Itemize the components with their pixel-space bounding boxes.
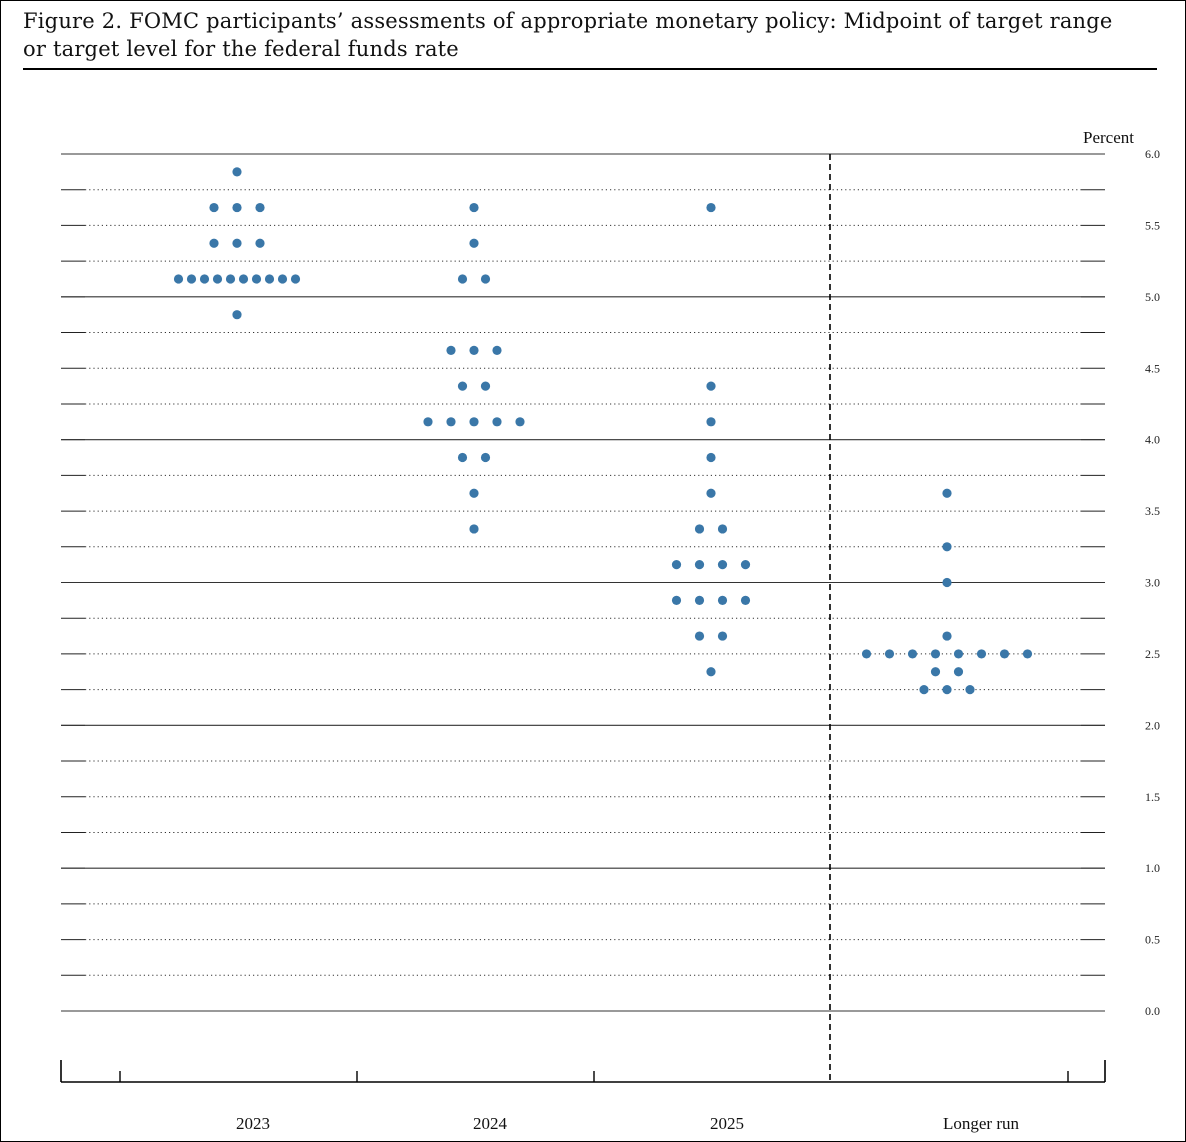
participant-dot [706,667,716,677]
participant-dot [717,595,728,605]
participant-dot [469,345,479,355]
y-tick-label: 2.5 [1145,647,1160,661]
y-tick-label: 5.5 [1145,218,1160,232]
y-tick-label: 6.0 [1145,147,1160,161]
participant-dot [469,488,479,498]
y-tick-label: 3.5 [1145,504,1160,518]
participant-dot [232,238,242,248]
participant-dot [255,202,265,213]
participant-dot [930,649,941,659]
participant-dot [694,524,705,534]
y-tick-label: 1.0 [1145,861,1160,875]
participant-dot [480,274,491,284]
y-tick-label: 0.5 [1145,933,1160,947]
participant-dot [671,595,682,605]
participant-dot [492,417,502,427]
participant-dot [255,238,265,248]
participant-dot [173,274,184,284]
participant-dot [717,560,728,570]
participant-dot [457,452,468,463]
y-tick-label: 4.0 [1145,433,1160,447]
y-tick-label: 0.0 [1145,1004,1160,1018]
participant-dot [290,274,301,284]
participant-dot [717,631,728,641]
participant-dot [209,238,219,248]
participant-dot [238,274,249,284]
figure-caption: Figure 2. FOMC participants’ assessments… [23,7,1157,63]
participant-dot [232,167,242,177]
participant-dot [706,202,716,213]
participant-dot [976,649,987,659]
participant-dot [457,274,468,284]
caption-line-1: Figure 2. FOMC participants’ assessments… [23,9,1113,33]
participant-dot [930,667,941,677]
participant-dot [942,631,952,641]
caption-line-2: or target level for the federal funds ra… [23,37,459,61]
participant-dot [942,488,952,498]
participant-dot [717,524,728,534]
participant-dot [671,560,682,570]
participant-dot [694,631,705,641]
y-unit-label: Percent [1083,128,1134,147]
participant-dot [706,488,716,498]
participant-dot [884,649,895,659]
participant-dot [861,649,872,659]
participant-dot [965,685,975,695]
y-tick-label: 5.0 [1145,290,1160,304]
participant-dot [706,381,716,391]
participant-dot [942,577,952,588]
participant-dot [186,274,197,284]
y-tick-label: 4.5 [1145,361,1160,375]
participant-dot [480,381,491,391]
participant-dot [209,202,219,213]
participant-dot [706,417,716,427]
participant-dot [515,417,525,427]
participant-dot [264,274,275,284]
participant-dot [740,595,751,605]
participant-dot [469,238,479,248]
participant-dot [1022,649,1033,659]
participant-dot [942,542,952,552]
participant-dot [469,524,479,534]
y-tick-label: 2.0 [1145,718,1160,732]
x-category-label: 2023 [236,1114,270,1133]
participant-dot [277,274,288,284]
caption-rule [23,68,1157,70]
participant-dot [740,560,751,570]
participant-dot [942,685,952,695]
participant-dot [423,417,433,427]
participant-dot [446,417,456,427]
participant-dot [919,685,929,695]
participant-dot [480,452,491,463]
participant-dot [953,649,964,659]
participant-dot [446,345,456,355]
x-category-label: 2024 [473,1114,508,1133]
participant-dot [694,560,705,570]
y-tick-label: 1.5 [1145,790,1160,804]
y-tick-label: 3.0 [1145,576,1160,590]
participant-dot [457,381,468,391]
participant-dot [212,274,223,284]
participant-dot [199,274,210,284]
x-category-label: Longer run [943,1114,1020,1133]
participant-dot [706,452,716,463]
participant-dot [225,274,236,284]
participant-dot [232,310,242,320]
x-category-label: 2025 [710,1114,744,1133]
participant-dot [907,649,918,659]
participant-dot [492,345,502,355]
participant-dot [953,667,964,677]
participant-dot [694,595,705,605]
participant-dot [251,274,262,284]
participant-dot [469,202,479,213]
participant-dot [999,649,1010,659]
participant-dot [232,202,242,213]
participant-dot [469,417,479,427]
